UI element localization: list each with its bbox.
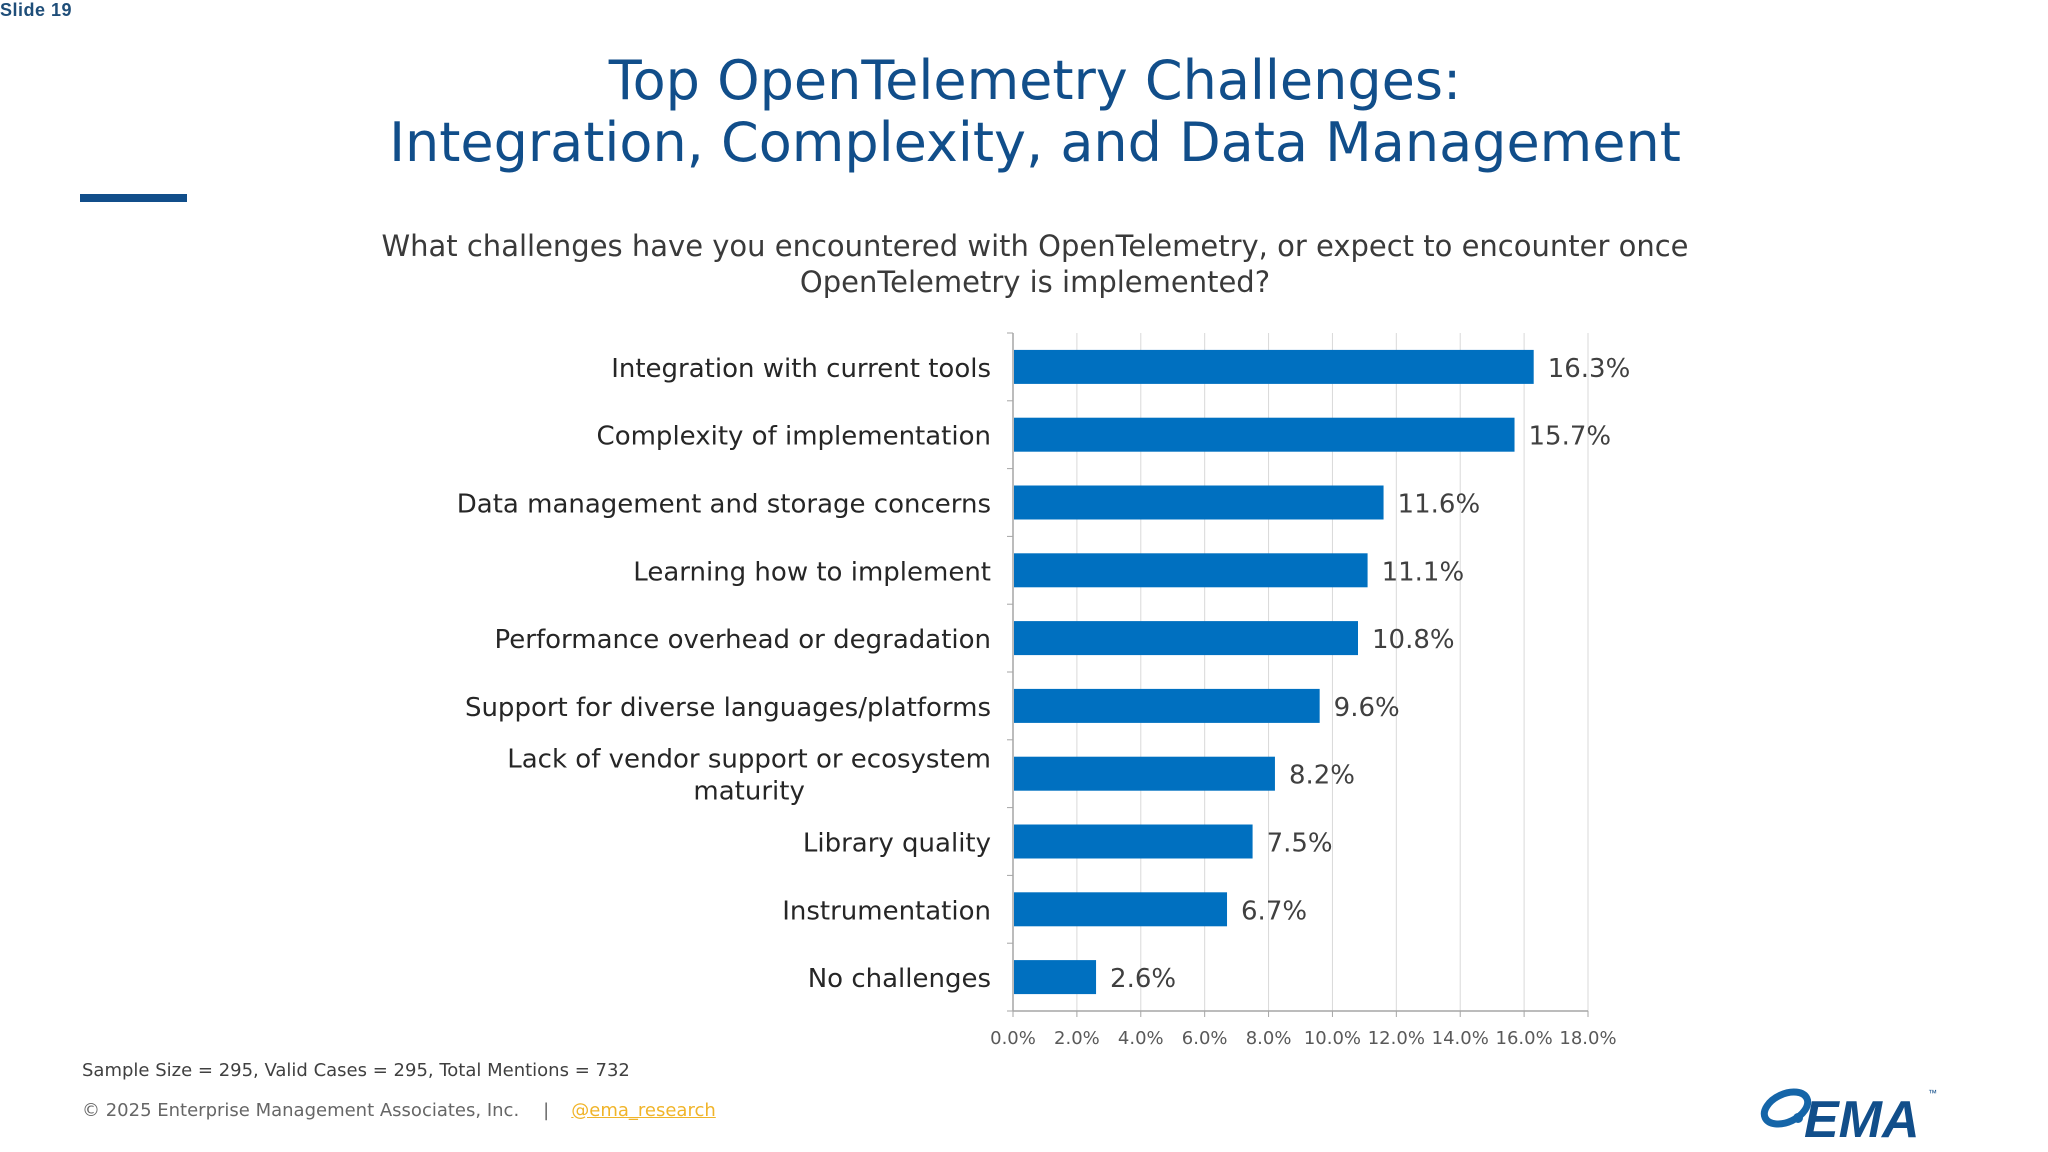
slide-number: Slide 19 [0,0,73,20]
category-label: Integration with current tools [611,354,991,384]
ema-logo: EMA ™ [1760,1088,1937,1142]
bar [1014,417,1515,452]
bar [1014,756,1275,791]
data-label: 11.6% [1398,490,1481,520]
ema-logo-swoosh-icon [1760,1088,1812,1128]
x-tick-label: 0.0% [990,1028,1036,1049]
question-line-1: What challenges have you encountered wit… [381,229,1689,263]
x-tick-label: 6.0% [1182,1028,1228,1049]
title-line-2: Integration, Complexity, and Data Manage… [389,111,1681,174]
category-label: Learning how to implement [633,557,991,587]
x-tick-label: 10.0% [1304,1028,1361,1049]
category-label: No challenges [808,964,991,994]
data-label: 9.6% [1334,693,1400,723]
category-label: Support for diverse languages/platforms [465,693,991,723]
category-label: Lack of vendor support or ecosystem matur… [507,745,991,807]
bar [1014,485,1384,520]
footer-separator: | [543,1100,550,1121]
category-label: Data management and storage concerns [457,490,991,520]
category-label: Performance overhead or degradation [495,625,991,655]
bar [1014,349,1534,384]
title-line-1: Top OpenTelemetry Challenges: [608,49,1462,112]
category-label: Instrumentation [782,896,991,926]
data-label: 6.7% [1241,896,1307,926]
bar [1014,688,1320,723]
x-tick-label: 18.0% [1559,1028,1616,1049]
logo-trademark: ™ [1928,1088,1937,1098]
bar [1014,553,1368,588]
logo-wordmark: EMA [1804,1091,1920,1142]
data-label: 16.3% [1548,354,1631,384]
x-tick-label: 4.0% [1118,1028,1164,1049]
x-tick-label: 8.0% [1246,1028,1292,1049]
x-tick-label: 2.0% [1054,1028,1100,1049]
category-label: Library quality [803,829,991,859]
survey-question: What challenges have you encountered wit… [300,228,1770,300]
bar [1014,960,1097,995]
x-tick-label: 14.0% [1432,1028,1489,1049]
data-label: 11.1% [1382,557,1465,587]
data-label: 10.8% [1372,625,1455,655]
x-tick-label: 16.0% [1496,1028,1553,1049]
footer: © 2025 Enterprise Management Associates,… [82,1100,716,1121]
data-label: 2.6% [1110,964,1176,994]
slide-title: Top OpenTelemetry Challenges: Integratio… [300,50,1770,174]
bar [1014,824,1253,859]
data-label: 7.5% [1267,829,1333,859]
x-tick-label: 12.0% [1368,1028,1425,1049]
question-line-2: OpenTelemetry is implemented? [799,265,1271,299]
data-label: 8.2% [1289,761,1355,791]
data-label: 15.7% [1529,422,1612,452]
sample-size-note: Sample Size = 295, Valid Cases = 295, To… [82,1060,630,1081]
copyright-text: © 2025 Enterprise Management Associates,… [82,1100,520,1121]
category-label: Complexity of implementation [597,422,991,452]
bar [1014,892,1228,927]
title-accent-bar [80,194,187,202]
twitter-handle-link[interactable]: @ema_research [571,1100,716,1121]
bar [1014,621,1358,656]
